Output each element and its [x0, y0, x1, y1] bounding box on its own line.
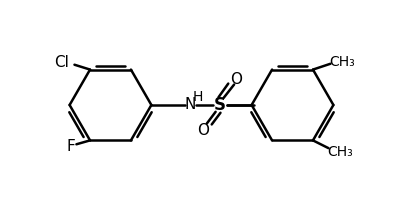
Text: O: O — [197, 123, 209, 138]
Text: CH₃: CH₃ — [327, 145, 353, 159]
Text: H: H — [193, 90, 203, 104]
Text: Cl: Cl — [54, 55, 69, 70]
Text: O: O — [230, 72, 242, 87]
Text: CH₃: CH₃ — [329, 55, 355, 69]
Text: N: N — [185, 97, 196, 112]
Text: F: F — [66, 139, 75, 154]
Text: S: S — [214, 96, 226, 114]
